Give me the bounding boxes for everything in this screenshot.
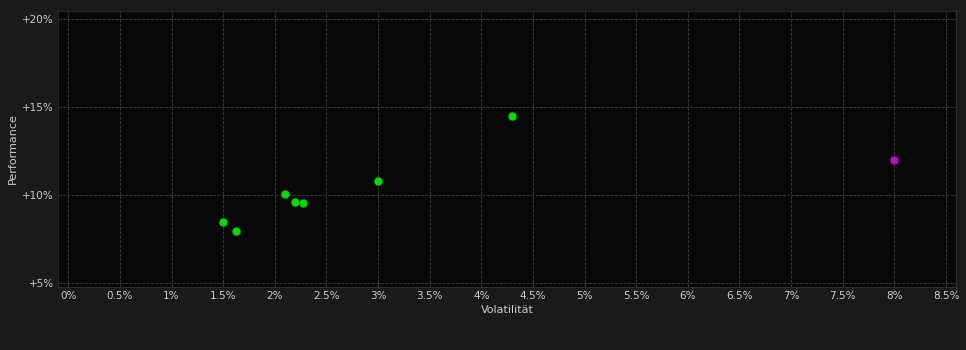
Point (288, 199, 303, 204)
Point (370, 178, 385, 184)
Point (215, 219, 231, 225)
Point (228, 228, 243, 233)
Y-axis label: Performance: Performance (8, 113, 18, 184)
Point (277, 191, 293, 196)
Point (504, 113, 520, 119)
Point (295, 201, 310, 206)
Point (887, 158, 902, 163)
X-axis label: Volatilität: Volatilität (481, 305, 533, 315)
